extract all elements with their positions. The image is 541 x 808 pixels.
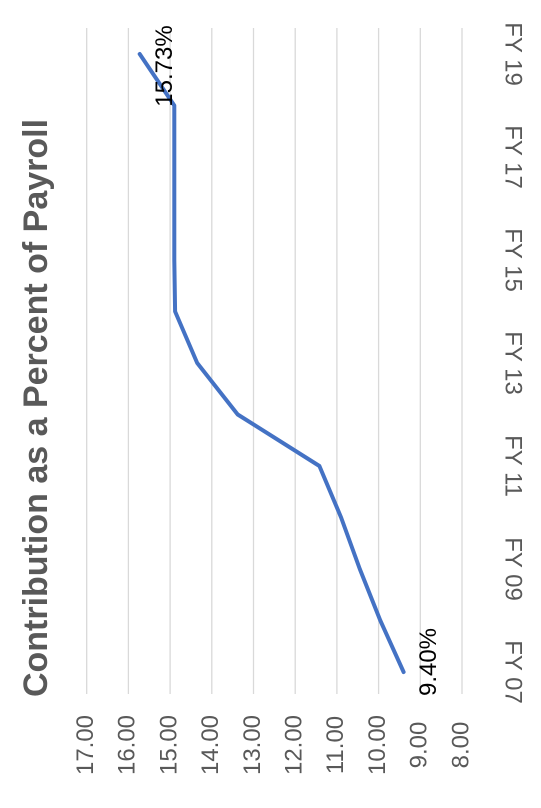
data-label: 9.40%	[415, 628, 442, 696]
x-tick-label: FY 09	[500, 537, 527, 601]
y-tick-label: 15.00	[155, 715, 182, 775]
data-labels: 9.40% 15.73%	[151, 25, 442, 696]
y-tick-label: 9.00	[406, 722, 433, 769]
y-tick-label: 10.00	[364, 715, 391, 775]
y-tick-label: 8.00	[447, 722, 474, 769]
data-label: 15.73%	[151, 25, 178, 106]
series-line	[137, 52, 406, 674]
x-tick-label: FY 19	[500, 22, 527, 86]
x-tick-label: FY 15	[500, 228, 527, 292]
y-tick-label: 14.00	[197, 715, 224, 775]
y-axis-ticks: 8.00 9.00 10.00 11.00 12.00 13.00 14.00 15.00 16…	[72, 715, 474, 775]
y-tick-label: 16.00	[114, 715, 141, 775]
x-axis-categories: FY 07 FY 09 FY 11 FY 13 FY 15 FY 17 FY 19	[500, 22, 527, 704]
y-tick-label: 11.00	[322, 716, 349, 774]
y-tick-label: 13.00	[239, 715, 266, 775]
x-tick-label: FY 17	[500, 125, 527, 189]
y-tick-label: 12.00	[281, 715, 308, 775]
chart-title: Contribution as a Percent of Payroll	[17, 119, 55, 697]
x-tick-label: FY 13	[500, 331, 527, 395]
x-tick-label: FY 07	[500, 640, 527, 704]
gridlines	[86, 28, 463, 694]
x-tick-label: FY 11	[500, 435, 527, 497]
y-tick-label: 17.00	[72, 715, 99, 775]
